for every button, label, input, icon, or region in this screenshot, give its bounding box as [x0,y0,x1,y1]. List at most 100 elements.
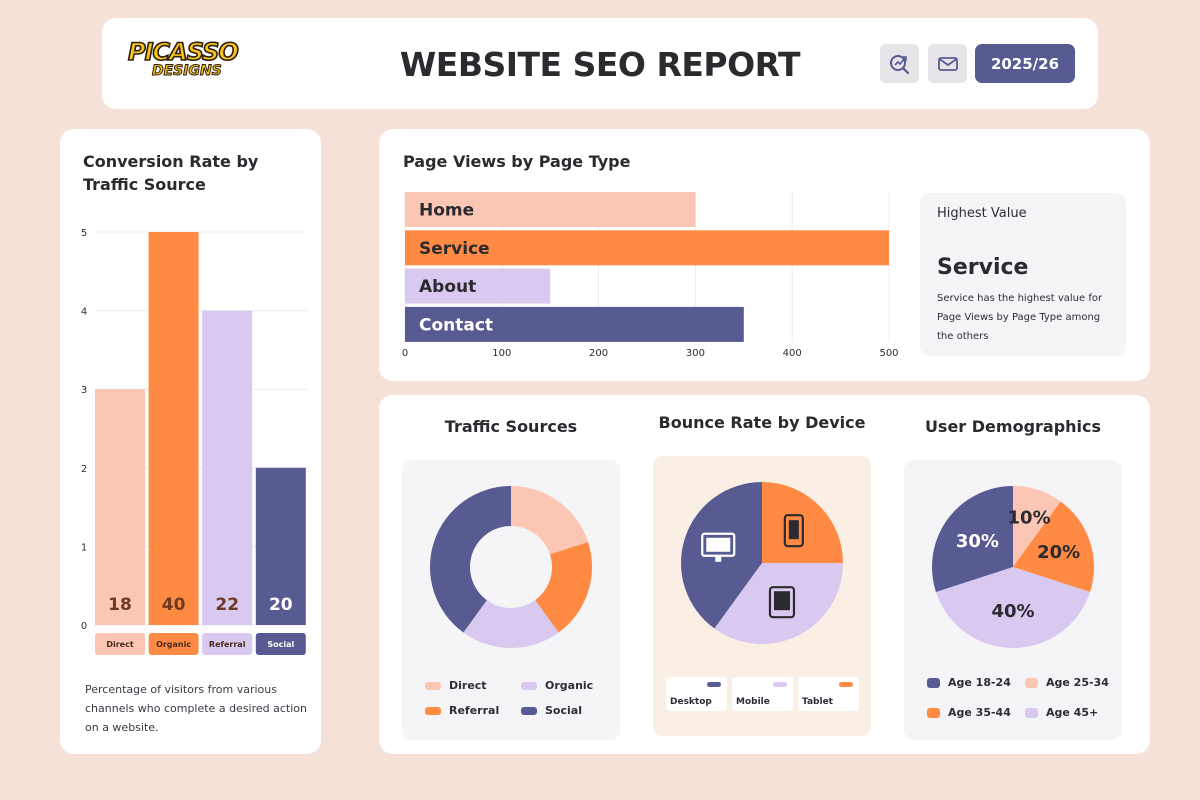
legend-age-25-34-label: Age 25-34 [1046,676,1109,689]
brand-logo: PICASSO DESIGNS [127,37,239,90]
mail-icon [937,56,958,71]
slice-label-age-25-34: 10% [1008,508,1051,529]
legend-social: Social [521,704,582,717]
slice-direct [511,486,589,555]
x-tick-label-100: 100 [492,348,511,359]
highest-desc-line3: the others [937,331,989,342]
conversion-title-line1: Conversion Rate by [83,152,259,171]
bounce-title: Bounce Rate by Device [658,413,866,432]
slice-label-age-35-44: 20% [1037,542,1080,563]
search-analytics-icon [889,54,909,74]
highest-value-label: Highest Value [937,206,1027,221]
traffic-title: Traffic Sources [444,417,578,436]
bar-social [255,467,306,625]
y-tick-label-4: 4 [81,307,87,318]
swatch-age-18-24 [927,677,940,688]
demographics-title: User Demographics [924,417,1102,436]
conversion-desc-line2: channels who complete a desired action [85,702,307,715]
slice-referral [535,541,592,633]
x-tick-label-direct: Direct [106,640,133,649]
bottom-charts-card: Traffic Sources Direct Organic Referral … [379,395,1150,754]
bar-label-contact: Contact [419,315,493,335]
conversion-desc-line1: Percentage of visitors from various [85,683,277,696]
legend-age-18-24: Age 18-24 [927,676,1011,689]
x-tick-label-social: Social [267,640,294,649]
bounce-panel: Desktop Mobile Tablet [653,456,871,736]
x-tick-label-500: 500 [879,348,898,359]
demographics-pie-chart: 10% 20% 40% 30% [932,486,1094,648]
x-tick-label-0: 0 [402,348,408,359]
page-title: WEBSITE SEO REPORT [399,45,801,84]
header-bar: PICASSO DESIGNS WEBSITE SEO REPORT 2025/… [102,18,1098,109]
conversion-description: Percentage of visitors from various chan… [85,680,307,737]
bar-home [405,192,696,227]
legend-age-25-34: Age 25-34 [1025,676,1109,689]
legend-direct-label: Direct [449,679,487,692]
y-tick-label-5: 5 [81,228,87,239]
bar-service [405,230,889,266]
pageviews-title: Page Views by Page Type [403,152,631,171]
bar-label-about: About [419,277,476,297]
search-analytics-button[interactable] [880,44,919,83]
x-tick-label-referral: Referral [209,640,246,649]
bar-value-direct: 18 [108,595,132,615]
bar-value-social: 20 [269,595,293,615]
swatch-age-35-44 [927,707,940,718]
traffic-panel: Direct Organic Referral Social [402,460,620,740]
device-bar-tablet [839,682,853,687]
demographics-panel: 10% 20% 40% 30% Age 18-24 Age 25-34 Age 35-… [904,460,1122,740]
highest-desc-line1: Service has the highest value for [937,293,1103,304]
highest-value-description: Service has the highest value for Page V… [937,289,1102,346]
monitor-stand-icon [715,555,722,562]
tablet-icon [768,586,796,619]
bounce-pie-chart [681,482,843,644]
device-bar-mobile [773,682,787,687]
pageviews-card: Page Views by Page Type 0 100 200 300 400 500… [379,129,1150,381]
conversion-bar-chart: 0 1 2 3 4 5 18 Direct 40 Organic 22 Referral 20 Socia… [81,228,308,655]
bar-value-organic: 40 [162,595,186,615]
slice-age-35-44 [1013,501,1094,593]
swatch-direct [425,681,441,690]
slice-age-25-34 [1013,486,1061,567]
slice-age-18-24 [932,486,1013,593]
swatch-social [521,706,537,715]
legend-age-35-44-label: Age 35-44 [948,706,1011,719]
phone-screen-icon [788,520,799,540]
y-tick-label-2: 2 [81,464,87,475]
conversion-card: Conversion Rate by Traffic Source 0 1 2 3 4 5… [60,129,321,754]
bar-value-referral: 22 [215,595,239,615]
legend-direct: Direct [425,679,487,692]
legend-social-label: Social [545,704,582,717]
bar-label-service: Service [419,239,490,259]
x-tick-label-300: 300 [686,348,705,359]
x-tick-label-200: 200 [589,348,608,359]
slice-age-45 [935,567,1091,648]
legend-age-18-24-label: Age 18-24 [948,676,1011,689]
category-chip-organic [148,633,199,655]
device-label-mobile: Mobile [736,697,770,707]
year-badge[interactable]: 2025/26 [975,44,1075,83]
device-bar-desktop [707,682,721,687]
y-tick-label-0: 0 [81,621,87,632]
swatch-organic [521,681,537,690]
legend-organic: Organic [521,679,593,692]
bar-direct [95,389,145,625]
device-label-tablet: Tablet [802,697,833,707]
phone-icon [783,514,804,548]
pageviews-bar-chart: 0 100 200 300 400 500 Home Service About Contact [402,192,899,359]
swatch-age-25-34 [1025,677,1038,688]
bar-contact [405,306,744,342]
bar-organic [148,232,199,625]
logo-text-main: PICASSO [127,37,239,67]
legend-age-35-44: Age 35-44 [927,706,1011,719]
device-label-desktop: Desktop [670,697,712,707]
y-tick-label-3: 3 [81,385,87,396]
highest-value-name: Service [937,255,1029,280]
conversion-desc-line3: on a website. [85,721,159,734]
conversion-title: Conversion Rate by Traffic Source [83,150,258,196]
mail-button[interactable] [928,44,967,83]
x-tick-label-organic: Organic [156,640,191,649]
slice-organic [463,600,559,648]
logo-text-sub: DESIGNS [152,63,223,80]
monitor-screen-icon [706,537,731,552]
